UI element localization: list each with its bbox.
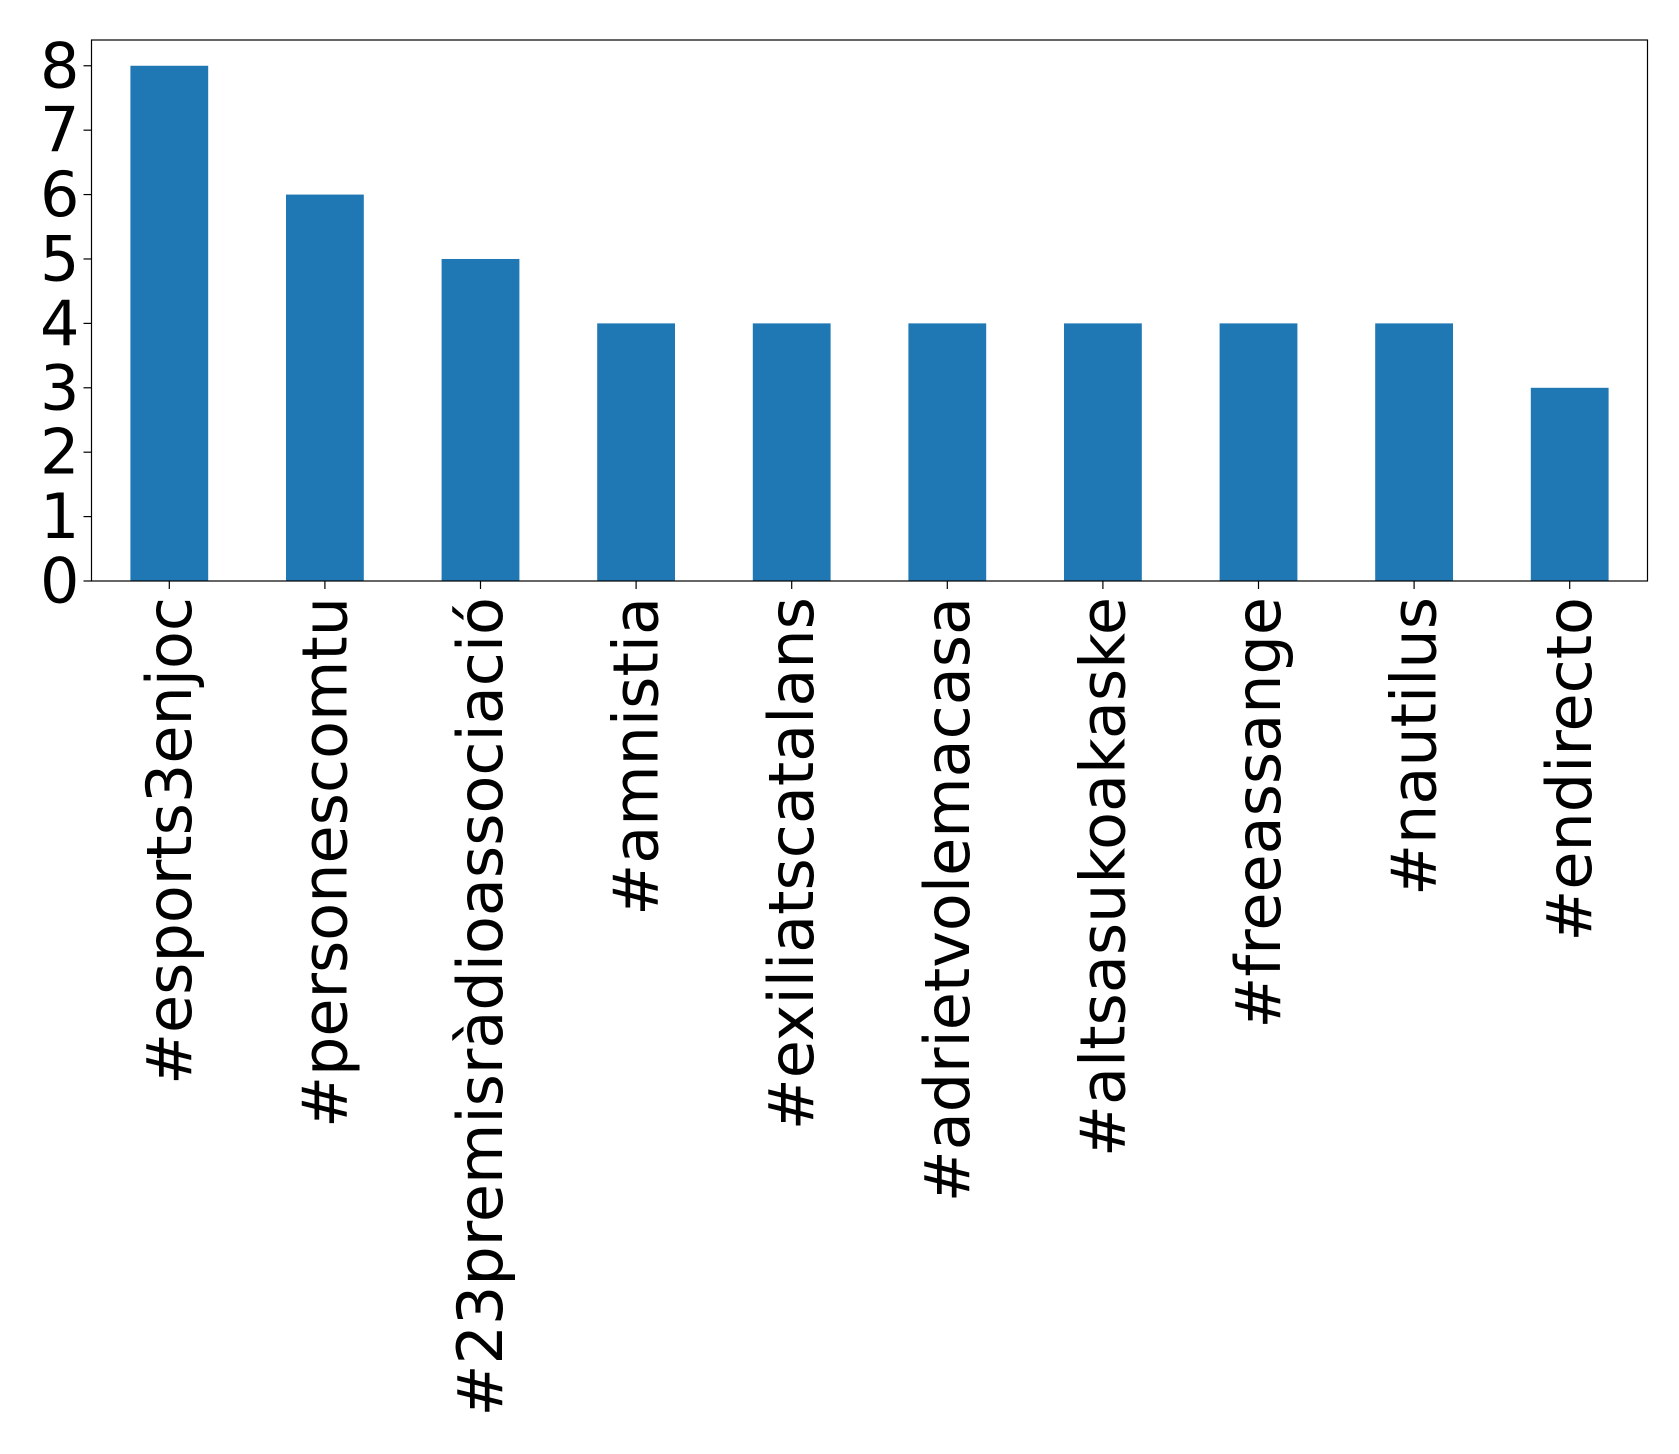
x-tick-label: #23premisràdioassociació	[444, 597, 517, 1416]
y-tick-label: 0	[40, 545, 79, 618]
x-tick-label: #altsasukoakaske	[1066, 597, 1139, 1157]
y-tick-label: 6	[40, 158, 79, 231]
plot-frame	[90, 39, 1649, 582]
y-tick-label: 2	[40, 416, 79, 489]
y-tick-label: 5	[40, 222, 79, 295]
y-tick-label: 4	[40, 287, 79, 360]
bar	[130, 65, 209, 581]
bar	[597, 323, 675, 581]
y-tick-label: 3	[40, 351, 79, 424]
x-tick-label: #adrietvolemacasa	[911, 597, 984, 1202]
x-tick-label: #amnistia	[600, 597, 673, 916]
x-tick-label: #exiliatscatalans	[755, 597, 828, 1130]
y-tick-label: 8	[40, 29, 79, 102]
x-tick-label: #freeassange	[1222, 597, 1295, 1029]
bar	[908, 323, 987, 581]
y-tick-label: 7	[40, 94, 79, 167]
x-tick-label: #personescomtu	[288, 597, 361, 1128]
x-tick-label: #esports3enjoc	[133, 597, 206, 1085]
x-tick-label: #endirecto	[1533, 597, 1606, 942]
bar	[1064, 323, 1142, 581]
bar	[752, 323, 831, 581]
y-tick-label: 1	[40, 480, 79, 553]
bar	[1219, 323, 1298, 581]
bar	[441, 258, 520, 581]
x-tick-label: #nautilus	[1378, 597, 1451, 896]
bar	[286, 194, 364, 582]
bar	[1530, 387, 1609, 581]
bar	[1375, 323, 1453, 581]
